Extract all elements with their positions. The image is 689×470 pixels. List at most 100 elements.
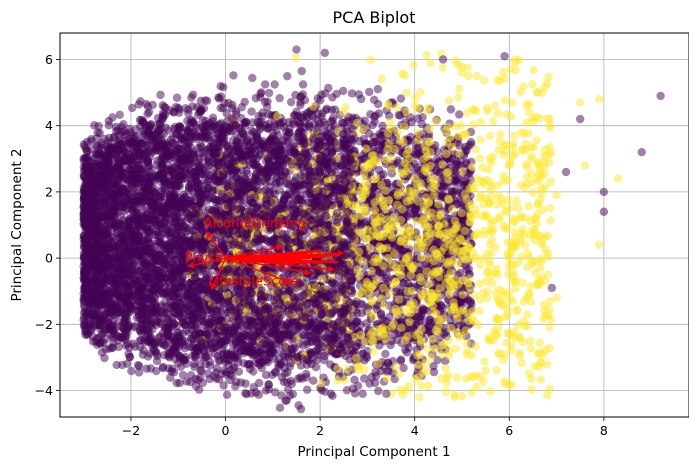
data-point [293, 374, 303, 383]
data-point [134, 361, 144, 371]
data-point [374, 109, 384, 118]
data-point [227, 371, 237, 380]
data-point [394, 110, 403, 120]
data-point [270, 388, 280, 397]
data-point [374, 386, 383, 396]
data-point [371, 137, 380, 147]
data-point [261, 370, 271, 380]
data-point [300, 96, 310, 105]
data-point [419, 305, 428, 315]
data-point [381, 349, 390, 359]
data-point [277, 391, 286, 400]
data-point [81, 242, 90, 251]
data-point [127, 366, 136, 376]
data-point [294, 401, 303, 410]
data-point [297, 66, 306, 76]
data-point [332, 89, 341, 99]
data-point [275, 93, 284, 103]
data-point [383, 359, 393, 368]
data-point [202, 96, 212, 106]
data-point [270, 80, 279, 89]
data-point [264, 380, 273, 389]
data-point [264, 88, 274, 98]
data-point [429, 362, 438, 371]
data-point [158, 362, 168, 372]
data-point [247, 107, 256, 116]
data-point [219, 381, 228, 390]
data-point [275, 403, 285, 413]
data-point [452, 176, 461, 186]
data-point [131, 125, 140, 134]
data-point [321, 89, 330, 98]
data-point [350, 389, 360, 398]
data-point [466, 138, 476, 147]
data-point [417, 119, 426, 129]
data-point [143, 109, 152, 119]
data-point [115, 110, 124, 120]
data-point [79, 308, 89, 317]
data-point [172, 93, 182, 102]
data-point [81, 154, 90, 163]
data-point [81, 144, 91, 153]
data-point [298, 80, 308, 89]
data-point [400, 345, 410, 355]
data-point [222, 109, 231, 118]
data-point [219, 366, 229, 375]
data-point [197, 105, 206, 115]
data-point [175, 378, 184, 388]
data-point [370, 117, 379, 126]
data-point [303, 385, 312, 394]
data-point [128, 103, 137, 113]
data-point [286, 97, 296, 107]
data-point [188, 90, 198, 99]
data-point [279, 377, 289, 387]
data-point [134, 368, 144, 377]
data-point [338, 86, 348, 96]
data-point [215, 94, 224, 103]
data-point [156, 90, 165, 100]
data-point [169, 107, 178, 117]
data-point [327, 105, 337, 115]
data-point [347, 89, 357, 98]
data-point [447, 187, 457, 196]
data-point [81, 326, 90, 335]
data-point [257, 88, 266, 97]
data-point [271, 368, 280, 377]
data-point [373, 84, 383, 94]
data-point [376, 310, 386, 320]
chart-title: PCA Biplot [333, 8, 416, 27]
data-point [283, 71, 292, 81]
data-point [136, 97, 145, 106]
data-point [289, 111, 299, 120]
data-point [376, 131, 386, 140]
data-point [354, 90, 364, 99]
data-point [362, 351, 371, 361]
data-point [92, 133, 102, 143]
data-point [260, 80, 270, 89]
data-point [167, 367, 176, 376]
data-point [148, 100, 157, 110]
data-point [117, 127, 126, 137]
data-point [190, 362, 199, 372]
data-point [97, 348, 107, 357]
data-point [82, 176, 92, 186]
data-point [248, 73, 257, 83]
data-point [309, 376, 318, 385]
data-point [369, 95, 379, 104]
data-point [193, 375, 203, 385]
data-point [251, 93, 260, 103]
data-point [396, 356, 406, 366]
scatter-points [79, 45, 665, 414]
data-point [362, 319, 371, 328]
data-point [254, 390, 264, 399]
data-point [160, 110, 170, 119]
data-point [222, 390, 232, 399]
data-point [311, 362, 321, 372]
data-point [143, 352, 153, 361]
data-point [104, 121, 114, 130]
data-point [112, 360, 121, 370]
data-point [385, 312, 394, 322]
data-point [216, 82, 225, 91]
data-point [462, 265, 471, 274]
